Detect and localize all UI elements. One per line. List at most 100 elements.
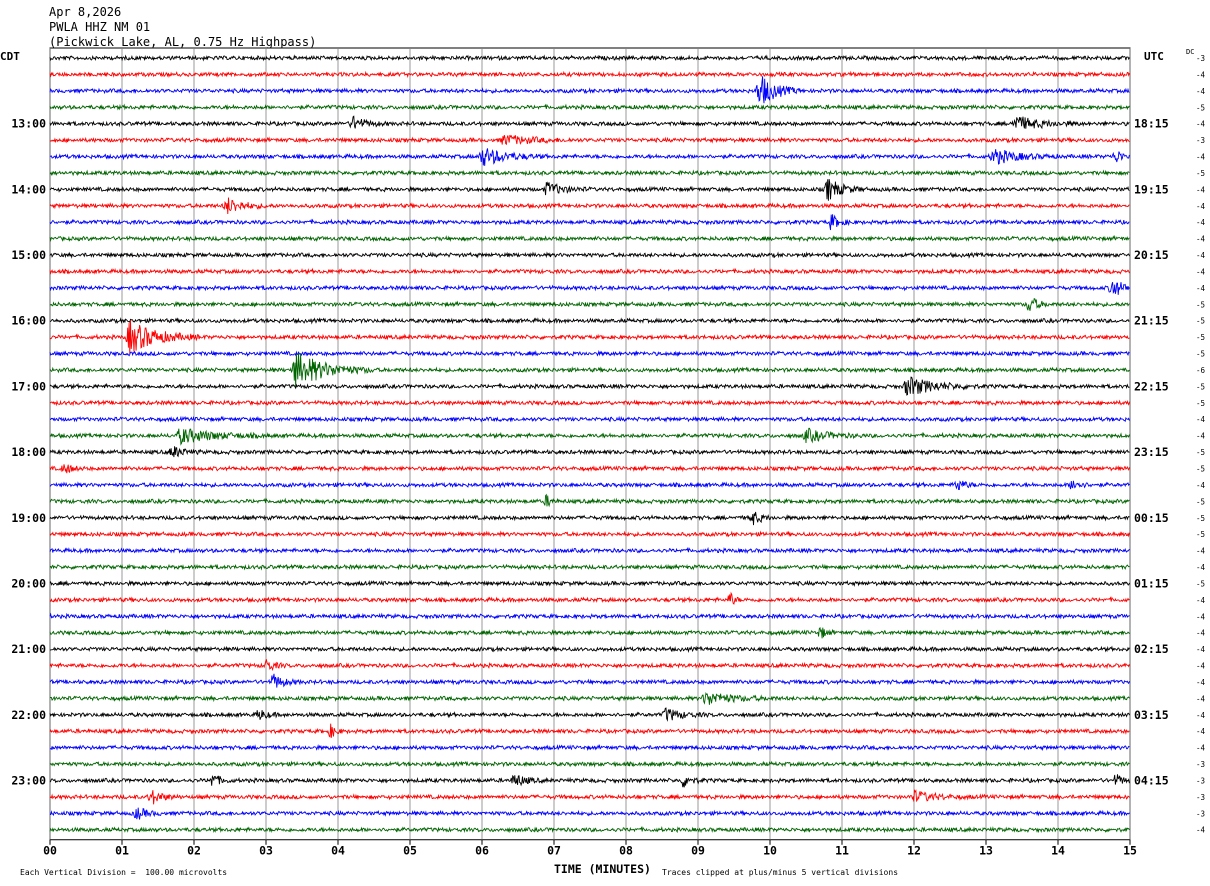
left-hour-label: 14:00 [11,182,46,196]
trace-42 [49,743,1130,752]
trace-41 [49,723,1130,738]
dc-offset-label: -5 [1196,530,1205,539]
dc-offset-label: -4 [1196,70,1206,79]
dc-offset-label: -3 [1196,776,1205,785]
trace-35 [49,626,1130,639]
trace-21 [49,399,1130,407]
trace-5 [49,134,1130,146]
trace-32 [49,579,1130,588]
left-hour-label: 16:00 [11,314,46,328]
dc-offset-label: -5 [1196,382,1205,391]
dc-offset-label: -4 [1196,711,1206,720]
trace-36 [49,645,1130,653]
dc-offset-label: -5 [1196,333,1205,342]
dc-offset-label: -5 [1196,448,1205,457]
trace-30 [49,546,1130,555]
dc-offset-label: -4 [1196,629,1206,638]
dc-offset-label: -3 [1196,760,1205,769]
x-tick-label: 15 [1123,844,1137,858]
dc-offset-label: -3 [1196,793,1205,802]
trace-27 [49,493,1130,508]
dc-offset-label: -4 [1196,612,1206,621]
trace-6 [49,148,1130,166]
trace-17 [49,320,1130,355]
trace-18 [49,349,1130,358]
x-axis-label: TIME (MINUTES) [554,862,651,876]
dc-offset-label: -5 [1196,465,1205,474]
dc-offset-label: -5 [1196,399,1205,408]
dc-offset-label: -4 [1196,267,1206,276]
dc-offset-label: -4 [1196,120,1206,129]
trace-31 [49,563,1130,571]
trace-4 [49,115,1130,130]
dc-offset-label: -4 [1196,235,1206,244]
dc-offset-label: -3 [1196,809,1205,818]
x-tick-label: 12 [907,844,921,858]
dc-offset-label: -5 [1196,103,1205,112]
trace-29 [49,530,1130,539]
dc-offset-label: -4 [1196,153,1206,162]
trace-10 [49,214,1130,231]
trace-0 [49,54,1130,62]
trace-13 [49,267,1130,276]
x-tick-label: 14 [1051,844,1065,858]
x-tick-label: 06 [475,844,489,858]
right-hour-label: 20:15 [1134,248,1169,262]
dc-offset-label: -5 [1196,317,1205,326]
trace-7 [49,169,1130,177]
dc-offset-label: -4 [1196,744,1206,753]
dc-offset-label: -4 [1196,481,1206,490]
left-hour-label: 23:00 [11,773,46,787]
trace-8 [49,179,1130,201]
right-zone-label: UTC [1144,50,1164,63]
dc-offset-label: -6 [1196,366,1206,375]
dc-offset-label: -3 [1196,54,1205,63]
trace-15 [49,297,1130,311]
x-tick-label: 07 [547,844,561,858]
trace-12 [49,251,1130,259]
right-hour-label: 01:15 [1134,576,1169,590]
dc-offset-label: -4 [1196,645,1206,654]
trace-11 [49,234,1130,243]
right-hour-label: 18:15 [1134,117,1169,131]
right-hour-label: 23:15 [1134,445,1169,459]
dc-offset-label: -4 [1196,727,1206,736]
dc-offset-label: -4 [1196,284,1206,293]
right-hour-label: 02:15 [1134,642,1169,656]
dc-offset-label: -4 [1196,432,1206,441]
trace-46 [49,807,1130,820]
clip-note: Traces clipped at plus/minus 5 vertical … [662,868,899,877]
dc-label: DC [1186,48,1195,56]
trace-40 [49,707,1130,722]
header-station: PWLA HHZ NM 01 [49,20,151,34]
right-hour-label: 03:15 [1134,708,1169,722]
x-tick-label: 04 [331,844,345,858]
right-hour-label: 19:15 [1134,182,1169,196]
dc-offset-label: -5 [1196,169,1205,178]
right-hour-label: 00:15 [1134,511,1169,525]
dc-offset-label: -5 [1196,497,1205,506]
trace-14 [49,281,1130,295]
plot-frame [49,47,1131,841]
dc-offset-label: -3 [1196,136,1205,145]
dc-offset-label: -4 [1196,826,1206,835]
trace-28 [49,511,1130,526]
dc-offset-label: -4 [1196,596,1206,605]
dc-offset-label: -5 [1196,514,1205,523]
trace-9 [49,197,1130,215]
right-hour-label: 04:15 [1134,773,1169,787]
x-tick-label: 05 [403,844,417,858]
left-hour-label: 20:00 [11,576,46,590]
dc-offset-label: -4 [1196,87,1206,96]
dc-offset-label: -4 [1196,202,1206,211]
trace-3 [49,103,1130,111]
left-hour-label: 19:00 [11,511,46,525]
dc-offset-label: -4 [1196,415,1206,424]
trace-33 [49,591,1130,605]
header-location: (Pickwick Lake, AL, 0.75 Hz Highpass) [49,35,317,49]
trace-26 [49,480,1130,490]
trace-1 [49,70,1130,79]
trace-2 [49,76,1130,104]
left-hour-label: 15:00 [11,248,46,262]
trace-44 [49,774,1130,788]
